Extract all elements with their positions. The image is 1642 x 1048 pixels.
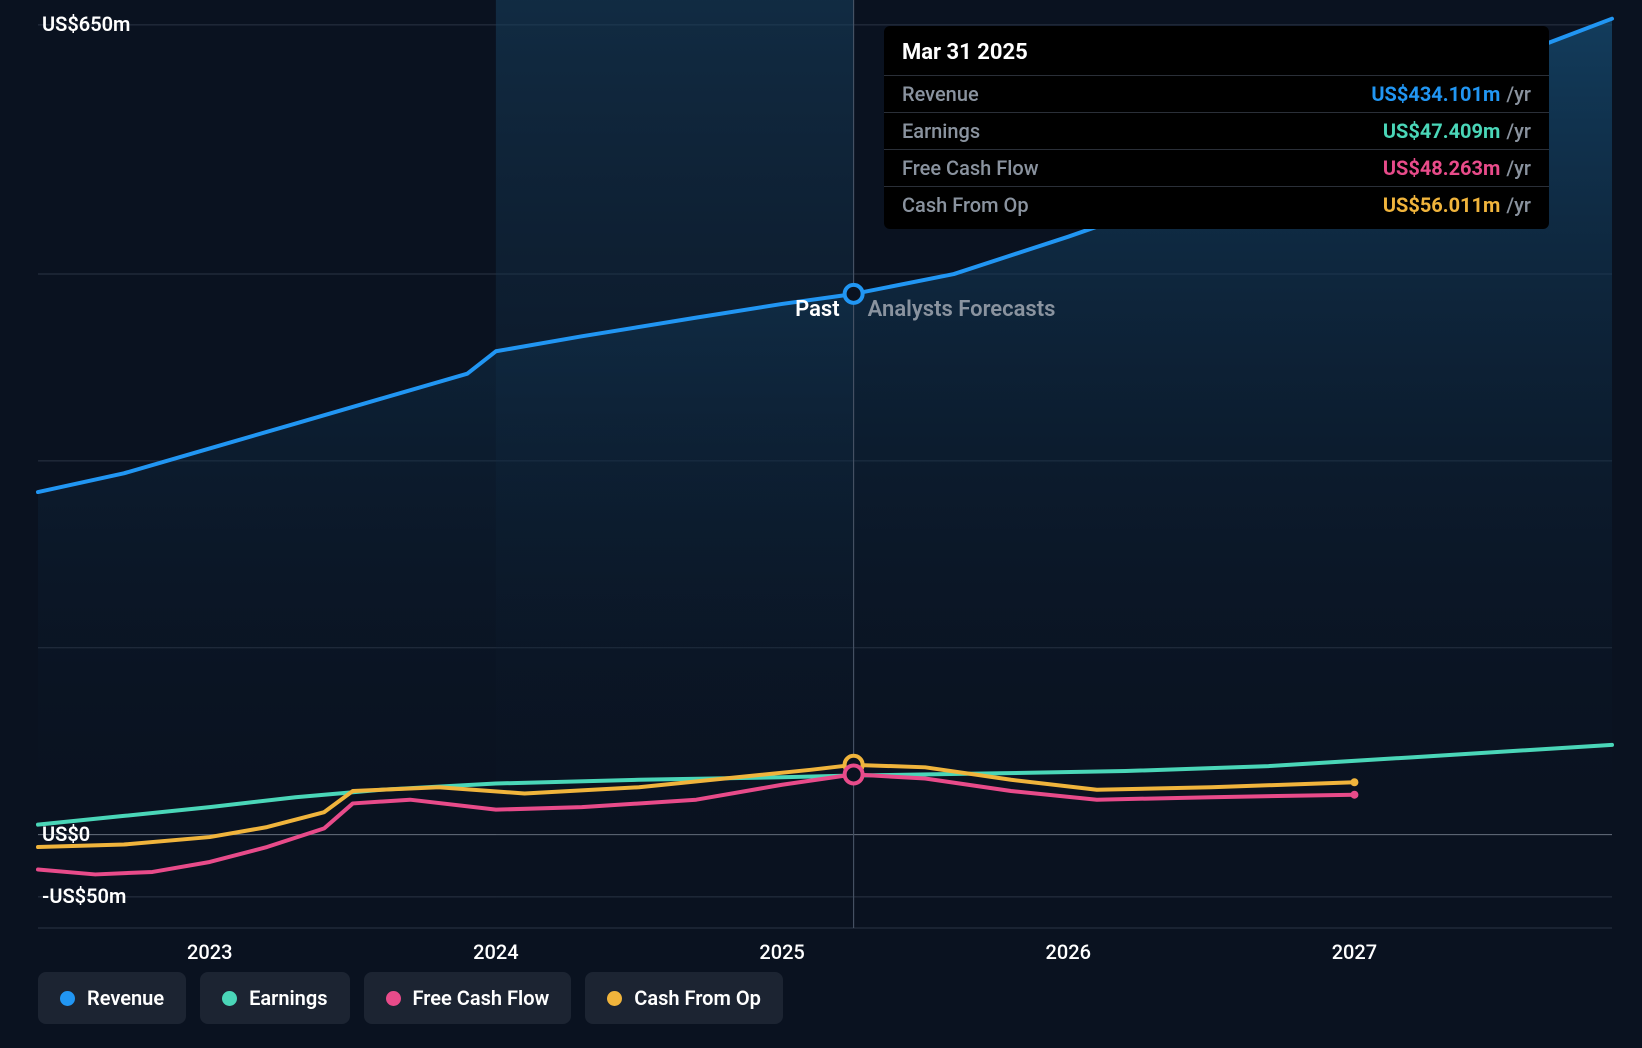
tooltip-row-label: Revenue — [902, 82, 1371, 106]
divider-future-label: Analysts Forecasts — [868, 297, 1056, 322]
tooltip-row-label: Free Cash Flow — [902, 156, 1383, 180]
x-tick-label: 2026 — [1046, 940, 1091, 964]
tooltip-row: Free Cash FlowUS$48.263m/yr — [884, 149, 1549, 186]
legend: Revenue Earnings Free Cash Flow Cash From O… — [38, 972, 783, 1024]
y-tick-label: -US$50m — [42, 884, 126, 908]
legend-dot-icon — [60, 991, 75, 1006]
financials-chart: -US$50mUS$0US$650m 20232024202520262027 … — [0, 0, 1642, 1048]
legend-item[interactable]: Revenue — [38, 972, 186, 1024]
divider-past-label: Past — [795, 297, 840, 322]
legend-label: Cash From Op — [634, 986, 761, 1010]
tooltip-row-value: US$47.409m — [1383, 119, 1500, 143]
legend-label: Earnings — [249, 986, 327, 1010]
y-tick-label: US$0 — [42, 821, 90, 845]
legend-dot-icon — [607, 991, 622, 1006]
x-tick-label: 2025 — [759, 940, 804, 964]
tooltip-row: Cash From OpUS$56.011m/yr — [884, 186, 1549, 223]
tooltip-date: Mar 31 2025 — [884, 36, 1549, 75]
x-tick-label: 2027 — [1332, 940, 1377, 964]
tooltip-row-unit: /yr — [1506, 119, 1531, 143]
x-tick-label: 2024 — [473, 940, 518, 964]
tooltip-row-unit: /yr — [1506, 82, 1531, 106]
tooltip-row-value: US$434.101m — [1371, 82, 1500, 106]
y-tick-label: US$650m — [42, 12, 130, 36]
tooltip-row-value: US$48.263m — [1383, 156, 1500, 180]
legend-item[interactable]: Cash From Op — [585, 972, 783, 1024]
tooltip-row-label: Earnings — [902, 119, 1383, 143]
tooltip-row-label: Cash From Op — [902, 193, 1383, 217]
legend-label: Free Cash Flow — [413, 986, 550, 1010]
legend-dot-icon — [386, 991, 401, 1006]
legend-label: Revenue — [87, 986, 164, 1010]
legend-item[interactable]: Free Cash Flow — [364, 972, 572, 1024]
tooltip-row-unit: /yr — [1506, 156, 1531, 180]
legend-dot-icon — [222, 991, 237, 1006]
tooltip-row-unit: /yr — [1506, 193, 1531, 217]
tooltip-row: EarningsUS$47.409m/yr — [884, 112, 1549, 149]
tooltip-row: RevenueUS$434.101m/yr — [884, 75, 1549, 112]
legend-item[interactable]: Earnings — [200, 972, 349, 1024]
hover-tooltip: Mar 31 2025 RevenueUS$434.101m/yrEarning… — [884, 26, 1549, 229]
tooltip-row-value: US$56.011m — [1383, 193, 1500, 217]
x-tick-label: 2023 — [187, 940, 232, 964]
